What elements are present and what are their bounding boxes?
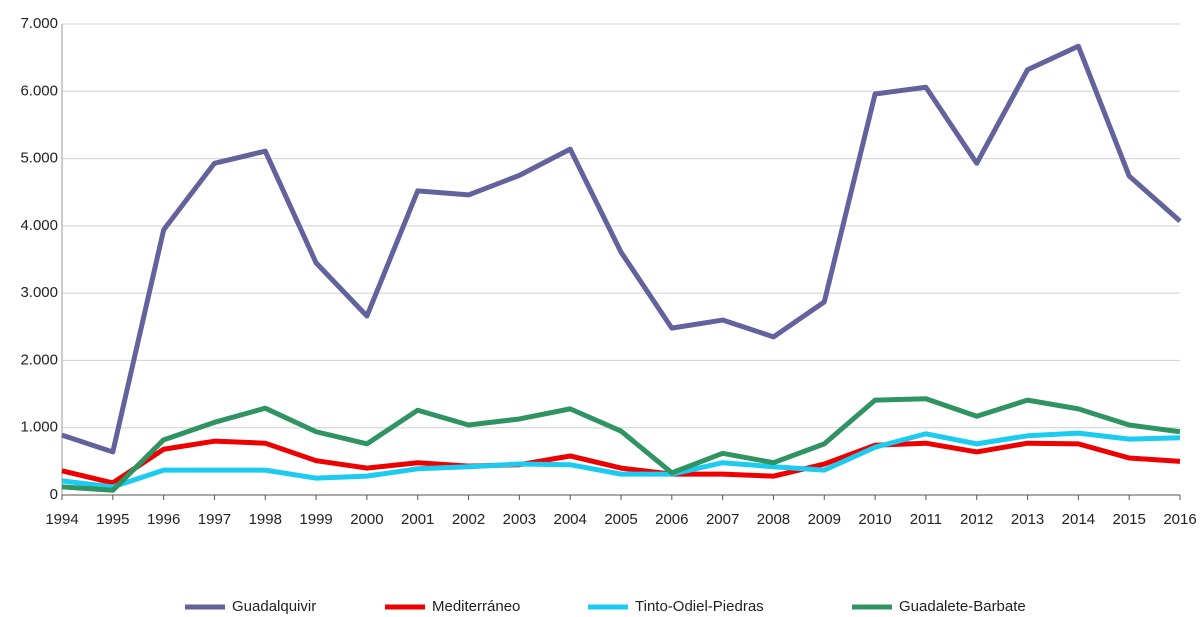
y-tick-label: 7.000 bbox=[20, 15, 58, 32]
y-tick-label: 2.000 bbox=[20, 351, 58, 368]
x-tick-label: 2013 bbox=[1011, 511, 1044, 528]
legend-label: Guadalete-Barbate bbox=[899, 598, 1026, 615]
x-tick-label: 2004 bbox=[553, 511, 586, 528]
x-tick-label: 2007 bbox=[706, 511, 739, 528]
x-tick-label: 2006 bbox=[655, 511, 688, 528]
x-tick-label: 1995 bbox=[96, 511, 129, 528]
y-tick-label: 0 bbox=[50, 486, 58, 503]
x-tick-label: 1998 bbox=[249, 511, 282, 528]
x-tick-label: 1996 bbox=[147, 511, 180, 528]
x-tick-label: 2012 bbox=[960, 511, 993, 528]
x-tick-label: 2003 bbox=[503, 511, 536, 528]
x-tick-label: 2002 bbox=[452, 511, 485, 528]
x-tick-label: 2016 bbox=[1163, 511, 1196, 528]
y-tick-label: 1.000 bbox=[20, 419, 58, 436]
y-tick-label: 5.000 bbox=[20, 150, 58, 167]
x-tick-label: 1997 bbox=[198, 511, 231, 528]
x-tick-label: 2011 bbox=[910, 511, 942, 528]
y-tick-label: 6.000 bbox=[20, 82, 58, 99]
x-tick-label: 2005 bbox=[604, 511, 637, 528]
x-tick-label: 2008 bbox=[757, 511, 790, 528]
x-tick-label: 2014 bbox=[1062, 511, 1095, 528]
legend-label: Tinto-Odiel-Piedras bbox=[635, 598, 764, 615]
series-line bbox=[61, 430, 1181, 490]
x-tick-label: 2000 bbox=[350, 511, 383, 528]
x-tick-label: 2009 bbox=[808, 511, 841, 528]
x-tick-label: 1999 bbox=[299, 511, 332, 528]
y-tick-label: 3.000 bbox=[20, 284, 58, 301]
x-tick-label: 2010 bbox=[858, 511, 891, 528]
series-line bbox=[61, 396, 1181, 493]
legend-label: Mediterráneo bbox=[432, 598, 520, 615]
series-line bbox=[61, 43, 1182, 455]
y-tick-label: 4.000 bbox=[20, 217, 58, 234]
x-tick-label: 1994 bbox=[45, 511, 78, 528]
legend-label: Guadalquivir bbox=[232, 598, 316, 615]
x-tick-label: 2001 bbox=[401, 511, 434, 528]
x-tick-label: 2015 bbox=[1112, 511, 1145, 528]
series-line bbox=[61, 438, 1181, 486]
